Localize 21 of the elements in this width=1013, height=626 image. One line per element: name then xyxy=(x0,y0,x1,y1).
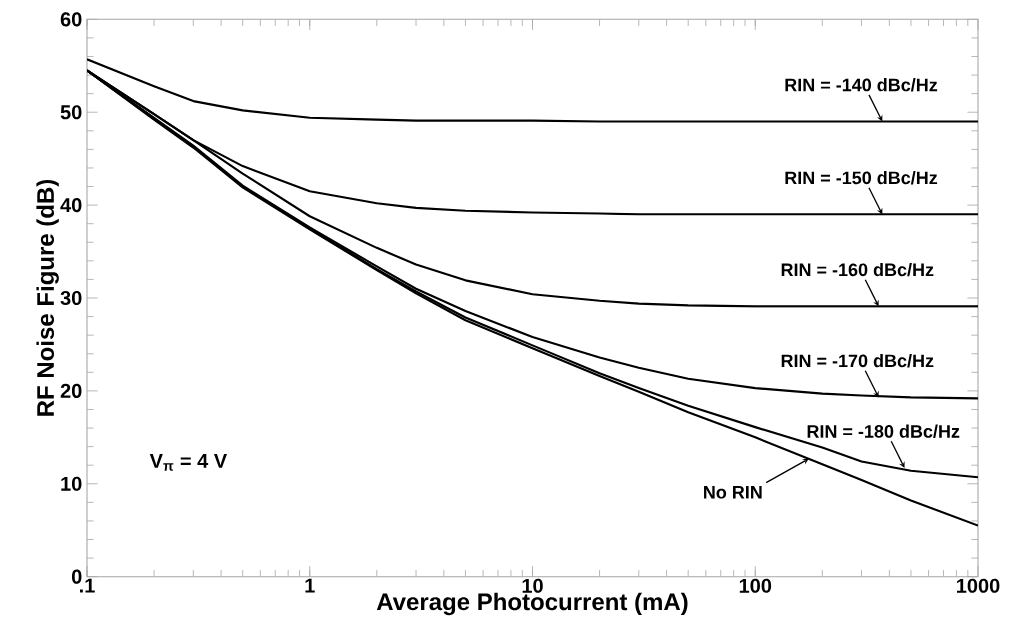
annotation: RIN = -170 dBc/Hz xyxy=(781,353,934,368)
annotation: RIN = -140 dBc/Hz xyxy=(785,78,938,92)
annotation: RIN = -160 dBc/Hz xyxy=(781,262,934,277)
x-tick-label: 10 xyxy=(522,578,543,593)
x-tick-label: .1 xyxy=(80,578,95,593)
y-tick-label: 30 xyxy=(60,290,82,306)
y-tick-label: 10 xyxy=(61,476,82,491)
y-tick-label: 20 xyxy=(60,383,82,398)
x-tick-label: 100 xyxy=(739,578,772,593)
x-axis-title: Average Photocurrent (mA) xyxy=(376,592,688,616)
annotation: V$_{π}$ = 4 V xyxy=(149,454,228,471)
x-tick-label: 1000 xyxy=(957,578,1000,593)
annotation: No RIN xyxy=(704,486,762,499)
annotation: RIN = -180 dBc/Hz xyxy=(807,424,960,438)
y-axis-title: RF Noise Figure (dB) xyxy=(36,179,59,416)
y-tick-label: 60 xyxy=(60,12,82,27)
x-tick-label: 1 xyxy=(305,578,315,593)
y-tick-label: 40 xyxy=(60,198,82,213)
annotation: RIN = -150 dBc/Hz xyxy=(785,171,938,185)
y-tick-label: 50 xyxy=(60,105,82,120)
y-tick-label: 0 xyxy=(71,569,82,584)
